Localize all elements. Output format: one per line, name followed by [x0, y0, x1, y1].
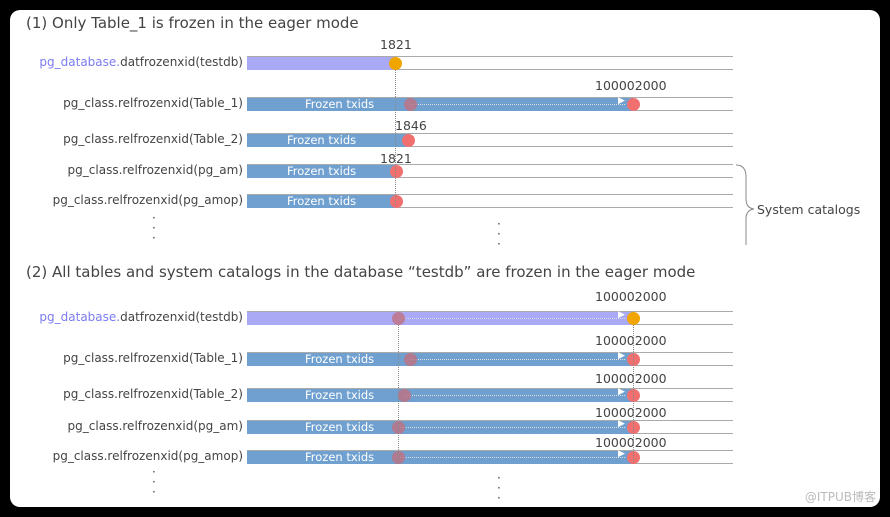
arrowhead-icon: ▶ — [618, 449, 625, 459]
old-frozenxid-dot — [398, 389, 411, 402]
frozen-txids-label: Frozen txids — [287, 194, 357, 208]
advance-arrow — [410, 104, 625, 105]
row-label: pg_database.datfrozenxid(testdb) — [0, 55, 243, 69]
ellipsis-dot: · — [152, 475, 156, 489]
frozenxid-dot — [389, 57, 402, 70]
row-label-text: pg_class.relfrozenxid(pg_am) — [67, 163, 243, 177]
timeline-track — [247, 56, 733, 70]
frozen-txids-bar — [247, 195, 396, 208]
old-frozenxid-dot — [404, 98, 417, 111]
ellipsis-dot: · — [497, 227, 501, 241]
row-label-text: pg_class.relfrozenxid(pg_amop) — [52, 449, 243, 463]
frozenxid-dot — [627, 98, 640, 111]
diagram-panel: (1) Only Table_1 is frozen in the eager … — [10, 10, 880, 507]
ellipsis-dot: · — [497, 471, 501, 485]
ellipsis-dot: · — [497, 217, 501, 231]
frozen-txids-label: Frozen txids — [305, 420, 375, 434]
advance-arrow — [404, 395, 625, 396]
frozenxid-dot — [402, 134, 415, 147]
row-label-text: pg_class.relfrozenxid(Table_1) — [63, 96, 243, 110]
row-label: pg_class.relfrozenxid(Table_2) — [0, 132, 243, 146]
row-label-text: pg_class.relfrozenxid(pg_amop) — [52, 193, 243, 207]
ellipsis-dot: · — [152, 221, 156, 235]
timeline-track — [247, 133, 733, 147]
alignment-guide — [395, 70, 396, 205]
frozenxid-value: 100002000 — [595, 78, 667, 93]
arrowhead-icon: ▶ — [618, 351, 625, 361]
ellipsis-dot: · — [497, 491, 501, 505]
db-prefix: pg_database. — [39, 310, 121, 324]
row-label: pg_class.relfrozenxid(pg_am) — [0, 419, 243, 433]
row-label-text: pg_class.relfrozenxid(Table_2) — [63, 387, 243, 401]
advance-arrow — [410, 359, 625, 360]
row-label-text: pg_class.relfrozenxid(Table_2) — [63, 132, 243, 146]
arrowhead-icon: ▶ — [618, 419, 625, 429]
ellipsis-dot: · — [152, 485, 156, 499]
frozen-txids-label: Frozen txids — [287, 133, 357, 147]
row-label: pg_class.relfrozenxid(pg_amop) — [0, 449, 243, 463]
frozenxid-value: 100002000 — [595, 435, 667, 450]
db-frozen-bar — [247, 57, 395, 70]
frozenxid-value: 100002000 — [595, 405, 667, 420]
frozenxid-dot — [627, 312, 640, 325]
advance-arrow — [398, 318, 625, 319]
alignment-guide — [398, 325, 399, 462]
system-catalogs-bracket — [735, 164, 755, 245]
frozenxid-value: 100002000 — [595, 289, 667, 304]
frozen-txids-label: Frozen txids — [305, 97, 375, 111]
ellipsis-dot: · — [152, 231, 156, 245]
ellipsis-dot: · — [152, 211, 156, 225]
frozen-txids-bar — [247, 134, 408, 147]
row-label-text: pg_class.relfrozenxid(Table_1) — [63, 351, 243, 365]
ellipsis-dot: · — [497, 481, 501, 495]
frozen-txids-label: Frozen txids — [305, 352, 375, 366]
frozen-txids-bar — [247, 165, 396, 178]
row-label-text: datfrozenxid(testdb) — [120, 55, 243, 69]
section1-title: (1) Only Table_1 is frozen in the eager … — [26, 14, 359, 32]
frozen-txids-label: Frozen txids — [305, 450, 375, 464]
advance-arrow — [398, 427, 625, 428]
timeline-track — [247, 194, 733, 208]
frozenxid-dot — [390, 195, 403, 208]
row-label: pg_class.relfrozenxid(Table_1) — [0, 96, 243, 110]
arrowhead-icon: ▶ — [618, 310, 625, 320]
ellipsis-dot: · — [152, 465, 156, 479]
frozenxid-dot — [390, 165, 403, 178]
watermark: @ITPUB博客 — [804, 490, 876, 504]
row-label: pg_class.relfrozenxid(Table_1) — [0, 351, 243, 365]
row-label: pg_class.relfrozenxid(pg_am) — [0, 163, 243, 177]
old-frozenxid-dot — [404, 353, 417, 366]
frozenxid-value: 100002000 — [595, 371, 667, 386]
timeline-track — [247, 164, 733, 178]
system-catalogs-label: System catalogs — [757, 202, 861, 217]
frozen-txids-label: Frozen txids — [305, 388, 375, 402]
alignment-guide — [633, 325, 634, 462]
arrowhead-icon: ▶ — [618, 96, 625, 106]
old-frozenxid-dot — [392, 312, 405, 325]
frozenxid-value: 1846 — [395, 118, 427, 133]
row-label-text: pg_class.relfrozenxid(pg_am) — [67, 419, 243, 433]
row-label: pg_class.relfrozenxid(Table_2) — [0, 387, 243, 401]
row-label-text: datfrozenxid(testdb) — [120, 310, 243, 324]
row-label: pg_class.relfrozenxid(pg_amop) — [0, 193, 243, 207]
db-prefix: pg_database. — [39, 55, 121, 69]
frozen-txids-label: Frozen txids — [287, 164, 357, 178]
section2-title: (2) All tables and system catalogs in th… — [26, 263, 696, 281]
row-label: pg_database.datfrozenxid(testdb) — [0, 310, 243, 324]
arrowhead-icon: ▶ — [618, 387, 625, 397]
ellipsis-dot: · — [497, 237, 501, 251]
advance-arrow — [398, 457, 625, 458]
frozenxid-value: 1821 — [380, 37, 412, 52]
frozenxid-value: 100002000 — [595, 333, 667, 348]
